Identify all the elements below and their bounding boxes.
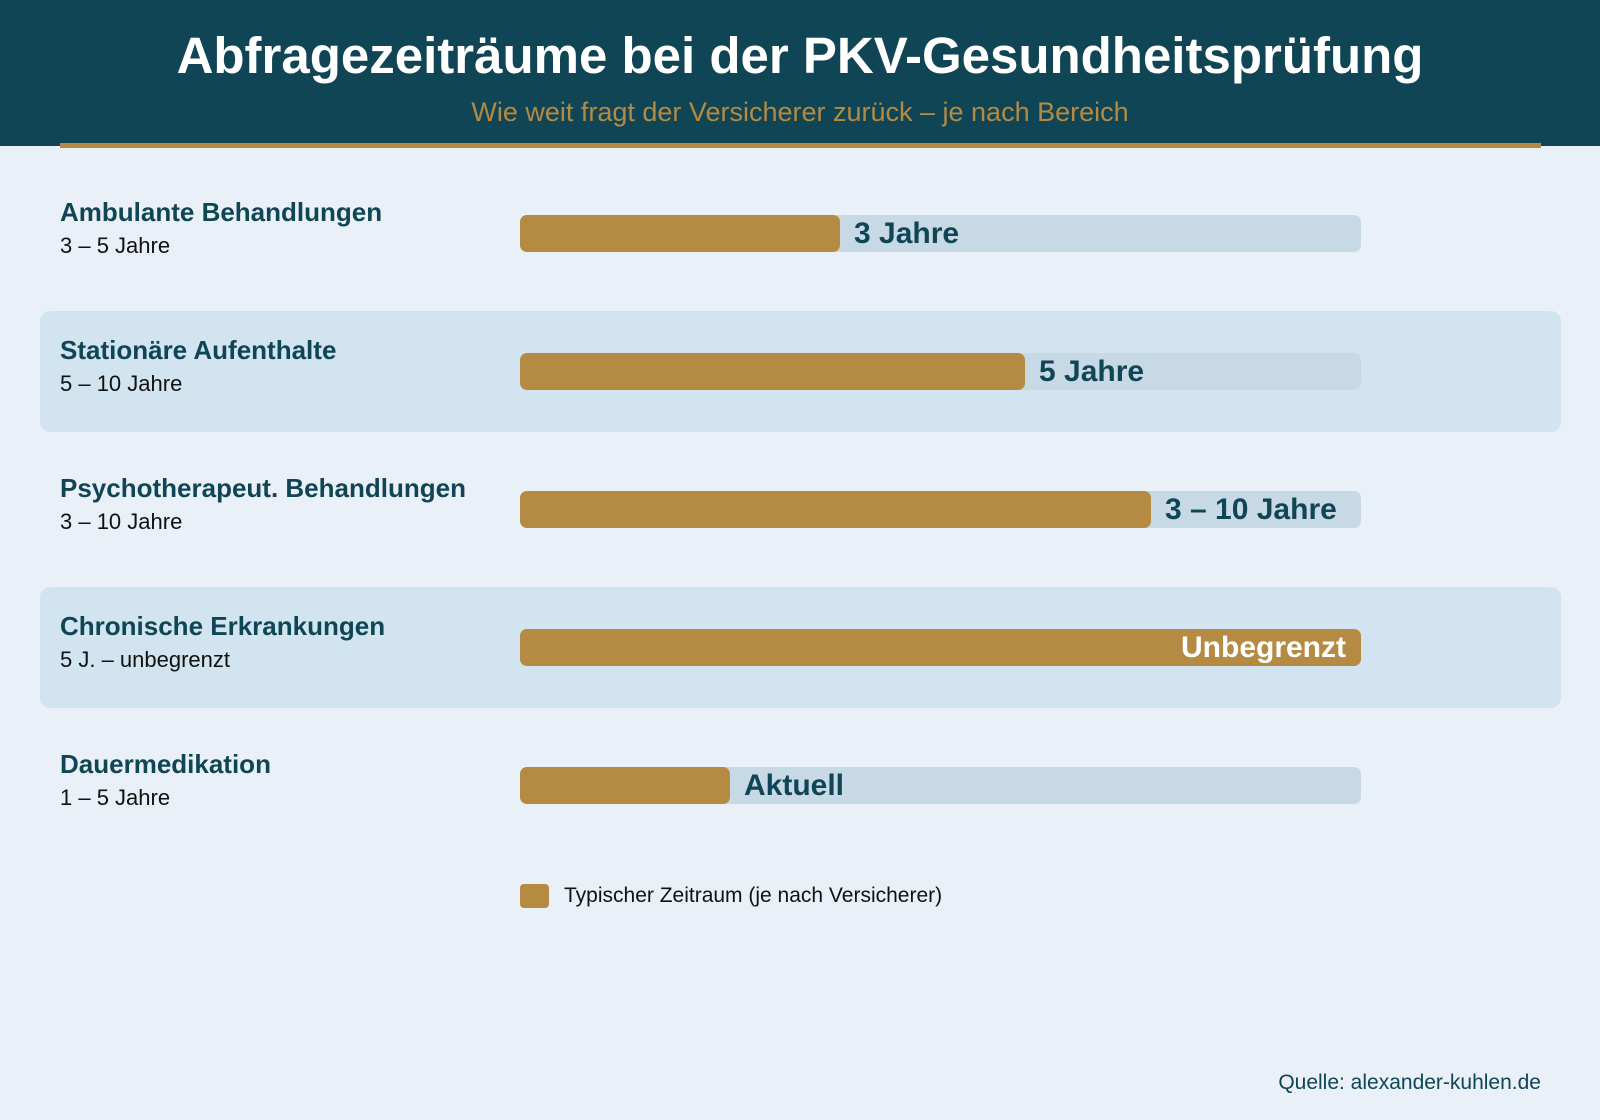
bar-track: Unbegrenzt [520,629,1361,666]
category-range: 5 J. – unbegrenzt [60,647,231,672]
category-range: 1 – 5 Jahre [60,785,171,810]
bar-fill [520,353,1025,390]
category-label: Dauermedikation [60,749,271,779]
category-label: Ambulante Behandlungen [60,197,383,227]
bar-track: 5 Jahre [520,353,1361,390]
legend-swatch [520,884,549,908]
legend-label: Typischer Zeitraum (je nach Versicherer) [564,884,943,907]
bar-track: 3 Jahre [520,215,1361,252]
bar-value-label: 3 Jahre [854,217,960,250]
category-label: Chronische Erkrankungen [60,611,386,641]
page-subtitle: Wie weit fragt der Versicherer zurück – … [471,97,1129,127]
header-banner: Abfragezeiträume bei der PKV-Gesundheits… [0,0,1600,146]
bar-track: 3 – 10 Jahre [520,491,1361,528]
bar-value-label: Unbegrenzt [1181,631,1346,664]
bar-fill [520,767,730,804]
category-range: 3 – 5 Jahre [60,233,171,258]
source-note: Quelle: alexander-kuhlen.de [1278,1071,1541,1094]
bar-value-label: 3 – 10 Jahre [1165,493,1337,526]
page-title: Abfragezeiträume bei der PKV-Gesundheits… [176,27,1424,84]
category-range: 3 – 10 Jahre [60,509,183,534]
category-label: Stationäre Aufenthalte [60,335,337,365]
category-label: Psychotherapeut. Behandlungen [60,473,466,503]
bar-value-label: Aktuell [744,769,845,802]
bar-track: Aktuell [520,767,1361,804]
category-range: 5 – 10 Jahre [60,371,183,396]
bar-fill [520,491,1151,528]
bar-value-label: 5 Jahre [1039,355,1145,388]
bar-fill [520,215,840,252]
accent-divider [60,143,1541,148]
bar-fill [520,629,1361,666]
